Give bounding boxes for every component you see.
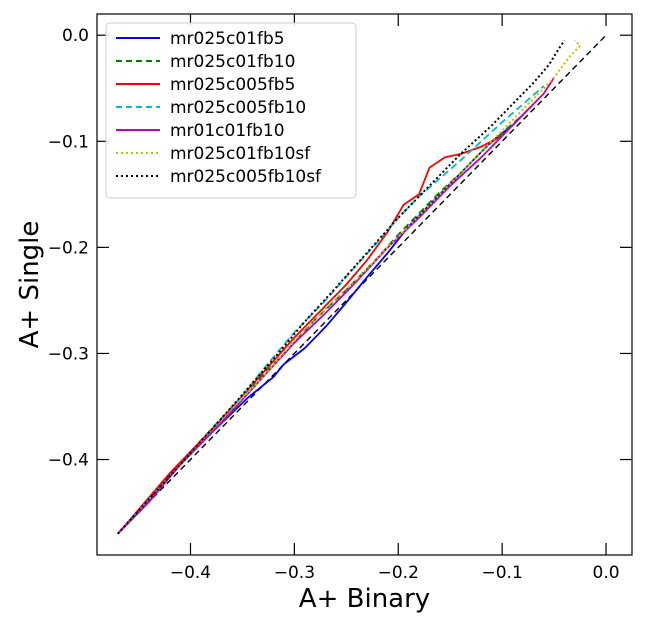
plot-frame — [96, 13, 633, 556]
legend-label-mr025c01fb10sf: mr025c01fb10sf — [170, 144, 311, 164]
legend-label-mr025c01fb10: mr025c01fb10 — [170, 52, 295, 72]
legend-label-mr01c01fb10: mr01c01fb10 — [170, 121, 285, 141]
x-tick-label: −0.4 — [170, 563, 211, 583]
y-tick-label: −0.3 — [48, 344, 89, 364]
y-tick-label: 0.0 — [62, 26, 89, 46]
y-tick-label: −0.2 — [48, 238, 89, 258]
x-tick-label: −0.1 — [482, 563, 523, 583]
x-tick-label: 0.0 — [593, 563, 620, 583]
x-tick-label: −0.2 — [378, 563, 419, 583]
series-layer — [117, 34, 607, 535]
y-tick-label: −0.1 — [48, 132, 89, 152]
legend-label-mr025c005fb5: mr025c005fb5 — [170, 75, 295, 95]
legend: mr025c01fb5 mr025c01fb10 mr025c005fb5 mr025… — [105, 22, 357, 199]
reference-diagonal-line — [117, 34, 607, 535]
legend-label-mr025c005fb10: mr025c005fb10 — [170, 98, 306, 118]
legend-box — [105, 22, 357, 199]
y-tick-label: −0.4 — [48, 451, 89, 471]
ticks-layer: −0.4 −0.3 −0.2 −0.1 0.0 0.0 −0.1 −0.2 −0.3 −0.4 — [48, 14, 632, 583]
legend-label-mr025c005fb10sf: mr025c005fb10sf — [170, 167, 322, 187]
y-axis-label: A+ Single — [15, 221, 45, 349]
legend-label-mr025c01fb5: mr025c01fb5 — [170, 29, 285, 49]
x-tick-label: −0.3 — [274, 563, 315, 583]
x-axis-label: A+ Binary — [299, 584, 430, 613]
series-line-mr025c01fb10sf — [117, 39, 582, 535]
series-line-mr025c005fb10sf — [117, 39, 566, 535]
